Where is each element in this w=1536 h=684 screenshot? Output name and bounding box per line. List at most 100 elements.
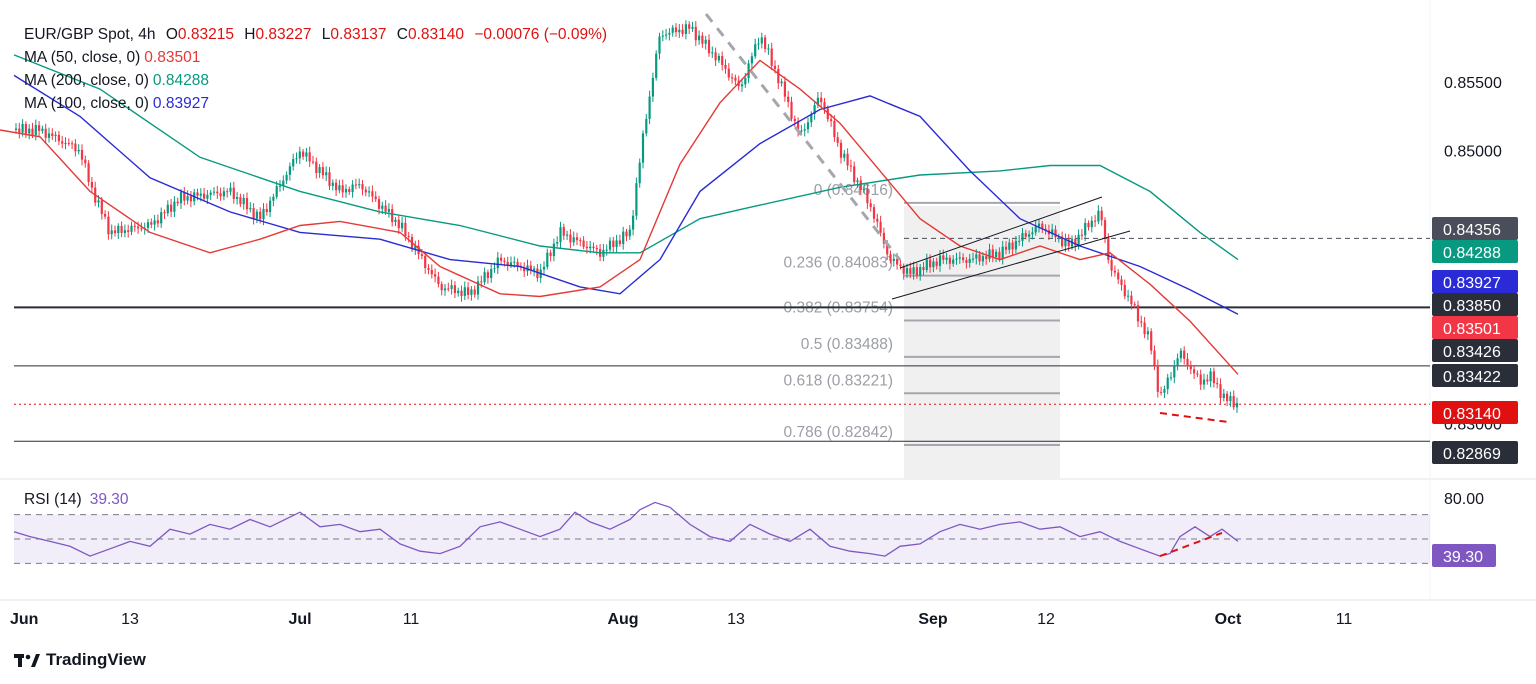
candle — [84, 155, 87, 168]
candle — [1176, 353, 1179, 371]
candle — [958, 251, 961, 264]
candle — [595, 244, 598, 255]
candle — [1113, 265, 1116, 277]
candle-body — [14, 128, 18, 130]
rsi-badge-bg — [1432, 544, 1496, 567]
candle-body — [872, 207, 876, 219]
candle-body — [64, 143, 67, 145]
candle — [879, 215, 882, 237]
candle-body — [21, 123, 24, 133]
candle-body — [1146, 331, 1149, 335]
candle-body — [391, 208, 394, 223]
candle-body — [853, 166, 856, 183]
candle — [826, 105, 829, 123]
candle-body — [229, 187, 232, 192]
candle-body — [506, 261, 509, 265]
candle — [166, 200, 169, 217]
candle-body — [80, 149, 84, 160]
candle — [71, 140, 74, 150]
candle-body — [1014, 240, 1017, 250]
candle — [592, 242, 595, 252]
ma200-value: 0.84288 — [152, 72, 209, 89]
candle — [674, 23, 678, 37]
candle-body — [760, 37, 763, 44]
candle — [572, 231, 575, 246]
candle — [1160, 386, 1163, 396]
candle-body — [628, 229, 631, 237]
candle — [1061, 231, 1064, 249]
candle — [1163, 385, 1166, 399]
channel-lower-line — [891, 230, 1131, 300]
candle-body — [123, 230, 126, 233]
candle-body — [328, 172, 331, 186]
candle-body — [773, 65, 777, 69]
candle-body — [704, 39, 707, 44]
candle-body — [988, 249, 991, 260]
ma100-legend[interactable]: MA (100, close, 0) 0.83927 — [24, 95, 209, 113]
candle — [1034, 220, 1037, 236]
candle-body — [509, 262, 513, 265]
candle — [678, 23, 681, 38]
logo-text: TradingView — [46, 650, 146, 669]
candle-body — [612, 240, 615, 248]
candle-body — [414, 245, 417, 250]
candle — [440, 281, 443, 296]
candle-body — [803, 129, 806, 131]
candle-body — [714, 52, 717, 61]
candle-body — [440, 284, 443, 291]
candle-body — [635, 183, 638, 216]
candle-body — [348, 189, 351, 193]
candle — [1199, 369, 1202, 391]
candle — [866, 183, 869, 210]
candle — [1100, 206, 1103, 226]
candle-body — [1094, 220, 1097, 222]
candle — [542, 261, 546, 276]
candle-body — [212, 191, 216, 193]
candle-body — [457, 290, 460, 294]
candle — [641, 130, 645, 169]
candle — [925, 253, 928, 273]
candle-body — [44, 128, 47, 138]
candle-body — [727, 68, 730, 78]
candle-body — [483, 272, 486, 283]
candle — [628, 225, 631, 240]
candle — [387, 203, 390, 218]
candle — [107, 211, 110, 240]
candle-body — [523, 267, 526, 272]
candle-body — [424, 255, 427, 268]
candle — [344, 184, 348, 198]
time-tick-label: 12 — [1037, 611, 1055, 628]
candle — [305, 147, 308, 162]
candle-body — [889, 254, 892, 262]
tradingview-logo[interactable]: TradingView — [14, 650, 146, 670]
candle — [843, 149, 846, 162]
candle — [717, 53, 720, 64]
ma50-legend[interactable]: MA (50, close, 0) 0.83501 — [24, 49, 200, 67]
ma100-value: 0.83927 — [152, 95, 209, 112]
candle — [658, 32, 661, 60]
candle-body — [374, 196, 377, 200]
candle — [767, 44, 770, 55]
rsi-legend[interactable]: RSI (14) 39.30 — [24, 491, 129, 509]
candle — [1212, 367, 1215, 388]
candle-body — [843, 153, 846, 158]
candle-body — [1136, 305, 1140, 322]
fib-label: 0.618 (0.83221) — [784, 372, 893, 389]
candle-body — [1209, 371, 1212, 382]
candle — [661, 30, 664, 42]
candle-body — [272, 196, 275, 201]
high-label: H — [244, 26, 256, 43]
rsi-pane — [13, 501, 1430, 564]
candle — [556, 236, 559, 247]
candle-body — [183, 192, 186, 201]
price-badge: 0.82869 — [1432, 441, 1518, 464]
candle — [183, 187, 186, 206]
candle-body — [325, 172, 328, 176]
candle-body — [1090, 220, 1093, 228]
candle — [41, 125, 44, 134]
ma200-legend[interactable]: MA (200, close, 0) 0.84288 — [24, 72, 209, 90]
candle-body — [816, 97, 819, 106]
candle — [1097, 205, 1100, 225]
candle-body — [1202, 379, 1206, 385]
